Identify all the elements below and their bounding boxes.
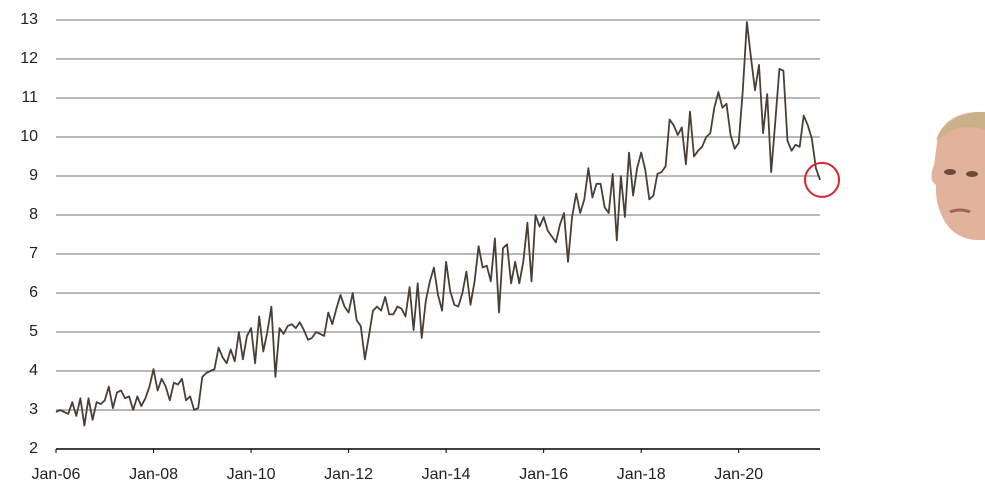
y-tick-label: 6 [29,284,38,301]
x-tick-label: Jan-16 [519,466,568,483]
face [931,111,985,240]
y-tick-label: 3 [29,401,38,418]
x-tick-label: Jan-14 [422,466,471,483]
y-tick-label: 7 [29,245,38,262]
x-tick-label: Jan-12 [324,466,373,483]
x-tick-label: Jan-20 [714,466,763,483]
x-tick-label: Jan-18 [617,466,666,483]
highlight-circle [804,161,840,198]
mouth [949,208,971,214]
y-tick-label: 2 [29,440,38,457]
y-tick-label: 8 [29,206,38,223]
y-tick-label: 5 [29,323,38,340]
eye [966,171,978,177]
eye [944,169,956,175]
y-tick-label: 4 [29,362,38,379]
x-tick-label: Jan-06 [32,466,81,483]
line [55,21,821,427]
hair [936,112,985,140]
y-tick-label: 12 [20,50,38,67]
x-tick-label: Jan-08 [129,466,178,483]
y-tick-label: 11 [21,89,38,106]
y-tick-label: 9 [29,167,38,184]
y-tick-label: 13 [20,11,38,28]
x-tick-label: Jan-10 [227,466,276,483]
y-tick-label: 10 [20,128,38,145]
face-photo [931,111,985,240]
